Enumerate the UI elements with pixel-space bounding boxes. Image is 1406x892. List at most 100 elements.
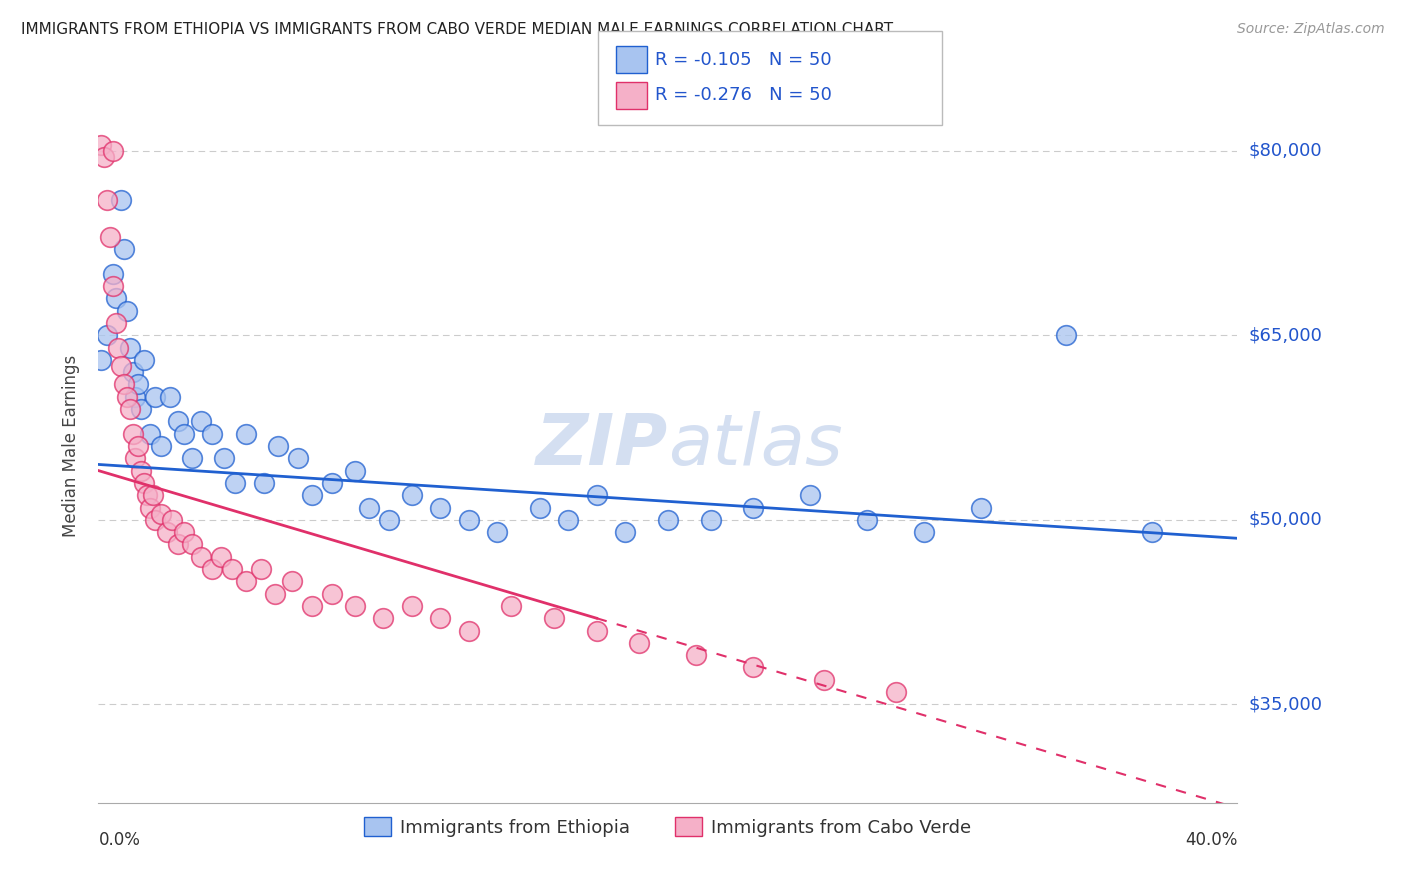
Point: [173, 426, 195, 441]
Point: [201, 562, 224, 576]
Text: 0.0%: 0.0%: [98, 831, 141, 849]
Point: [585, 488, 607, 502]
Point: [104, 316, 127, 330]
Point: [970, 500, 993, 515]
Point: [742, 500, 765, 515]
Point: [112, 242, 135, 256]
Point: [90, 137, 112, 152]
Point: [127, 439, 149, 453]
Point: [557, 513, 579, 527]
Text: R = -0.105   N = 50: R = -0.105 N = 50: [655, 51, 832, 69]
Point: [98, 230, 121, 244]
Point: [249, 562, 271, 576]
Point: [685, 648, 707, 662]
Point: [212, 451, 235, 466]
Point: [167, 414, 190, 428]
Point: [343, 599, 366, 613]
Point: [401, 488, 423, 502]
Point: [121, 365, 143, 379]
Point: [112, 377, 135, 392]
Point: [121, 426, 143, 441]
Point: [96, 328, 118, 343]
Text: $80,000: $80,000: [1249, 142, 1322, 160]
Point: [699, 513, 721, 527]
Point: [93, 150, 115, 164]
Point: [150, 439, 173, 453]
Point: [101, 144, 124, 158]
Text: $65,000: $65,000: [1249, 326, 1322, 344]
Point: [373, 611, 395, 625]
Point: [135, 488, 157, 502]
Point: [104, 291, 127, 305]
Point: [96, 193, 118, 207]
Point: [657, 513, 679, 527]
Point: [378, 513, 401, 527]
Text: Source: ZipAtlas.com: Source: ZipAtlas.com: [1237, 22, 1385, 37]
Point: [115, 303, 138, 318]
Point: [912, 525, 935, 540]
Point: [457, 513, 479, 527]
Point: [209, 549, 232, 564]
Point: [267, 439, 290, 453]
Point: [884, 685, 907, 699]
Point: [529, 500, 551, 515]
Point: [321, 587, 343, 601]
Point: [543, 611, 565, 625]
Point: [150, 507, 173, 521]
Point: [190, 549, 212, 564]
Point: [90, 352, 112, 367]
Point: [181, 537, 204, 551]
Y-axis label: Median Male Earnings: Median Male Earnings: [62, 355, 80, 537]
Point: [321, 475, 343, 490]
Point: [101, 279, 124, 293]
Point: [221, 562, 243, 576]
Point: [429, 611, 451, 625]
Point: [585, 624, 607, 638]
Point: [145, 390, 167, 404]
Point: [101, 267, 124, 281]
Point: [156, 525, 179, 540]
Point: [813, 673, 835, 687]
Point: [235, 426, 257, 441]
Text: $35,000: $35,000: [1249, 696, 1323, 714]
Point: [799, 488, 821, 502]
Legend: Immigrants from Ethiopia, Immigrants from Cabo Verde: Immigrants from Ethiopia, Immigrants fro…: [357, 810, 979, 844]
Point: [1056, 328, 1078, 343]
Point: [138, 426, 160, 441]
Point: [1140, 525, 1163, 540]
Point: [132, 475, 155, 490]
Point: [141, 488, 163, 502]
Point: [132, 352, 155, 367]
Text: ZIP: ZIP: [536, 411, 668, 481]
Point: [486, 525, 509, 540]
Point: [201, 426, 224, 441]
Point: [145, 513, 167, 527]
Text: $50,000: $50,000: [1249, 511, 1322, 529]
Point: [343, 464, 366, 478]
Text: IMMIGRANTS FROM ETHIOPIA VS IMMIGRANTS FROM CABO VERDE MEDIAN MALE EARNINGS CORR: IMMIGRANTS FROM ETHIOPIA VS IMMIGRANTS F…: [21, 22, 893, 37]
Point: [429, 500, 451, 515]
Point: [281, 574, 304, 589]
Text: 40.0%: 40.0%: [1185, 831, 1237, 849]
Point: [110, 359, 132, 373]
Point: [138, 500, 160, 515]
Point: [742, 660, 765, 674]
Point: [162, 513, 184, 527]
Point: [190, 414, 212, 428]
Point: [457, 624, 479, 638]
Text: R = -0.276   N = 50: R = -0.276 N = 50: [655, 87, 832, 104]
Point: [287, 451, 309, 466]
Point: [118, 402, 141, 417]
Point: [167, 537, 190, 551]
Point: [357, 500, 380, 515]
Point: [401, 599, 423, 613]
Point: [501, 599, 523, 613]
Point: [124, 451, 146, 466]
Point: [118, 341, 141, 355]
Point: [159, 390, 181, 404]
Point: [129, 464, 152, 478]
Point: [856, 513, 879, 527]
Point: [252, 475, 274, 490]
Text: atlas: atlas: [668, 411, 842, 481]
Point: [107, 341, 129, 355]
